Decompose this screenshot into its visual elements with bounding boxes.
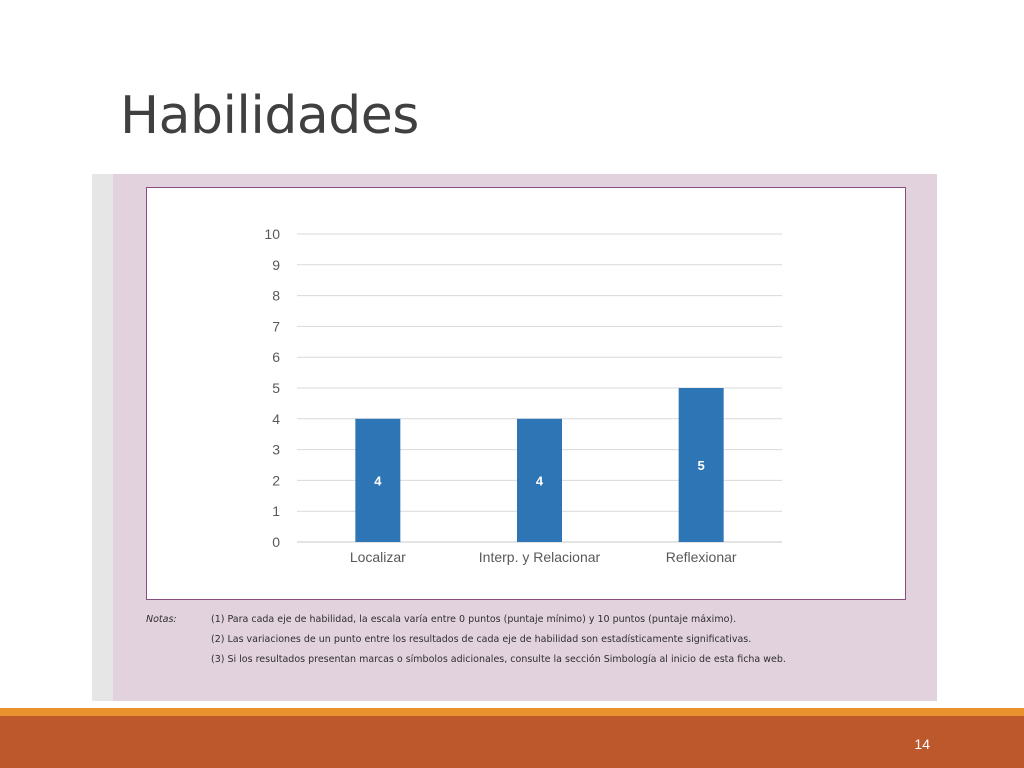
bar-2	[678, 388, 724, 542]
y-tick-label-8: 8	[272, 288, 280, 304]
y-tick-label-2: 2	[272, 472, 280, 488]
x-tick-label-1: Interp. y Relacionar	[479, 549, 601, 565]
data-label-0: 4	[374, 473, 382, 488]
slide-title: Habilidades	[120, 86, 419, 146]
x-tick-label-0: Localizar	[350, 549, 406, 565]
y-tick-label-4: 4	[272, 411, 280, 427]
bar-chart: 0 1 2 3 4 5 6 7 8 9 10 4 4 5 Localizar Interp. y Rela…	[264, 226, 782, 565]
note-line-1: (1) Para cada eje de habilidad, la escal…	[211, 614, 737, 625]
y-tick-label-1: 1	[272, 503, 280, 519]
page-number: 14	[914, 736, 930, 752]
chart-frame: 0 1 2 3 4 5 6 7 8 9 10 4 4 5 Localizar Interp. y Rela…	[146, 187, 906, 600]
chart-panel: 0 1 2 3 4 5 6 7 8 9 10 4 4 5 Localizar Interp. y Rela…	[113, 174, 937, 701]
bar-0	[355, 418, 401, 542]
data-label-2: 5	[698, 458, 705, 473]
y-axis-ticks: 0 1 2 3 4 5 6 7 8 9 10	[264, 226, 280, 550]
y-tick-label-10: 10	[264, 226, 280, 242]
y-tick-label-9: 9	[272, 257, 280, 273]
note-line-2: (2) Las variaciones de un punto entre lo…	[211, 634, 752, 645]
bar-1	[517, 418, 562, 542]
y-tick-label-5: 5	[272, 380, 280, 396]
y-tick-label-0: 0	[272, 534, 280, 550]
bars: 4 4 5	[355, 388, 724, 542]
panel-edge	[92, 174, 113, 701]
footer-stripe	[0, 708, 1024, 716]
notes-label: Notas:	[146, 614, 177, 625]
data-label-1: 4	[536, 473, 544, 488]
y-tick-label-3: 3	[272, 442, 280, 458]
y-tick-label-6: 6	[272, 349, 280, 365]
x-axis-ticks: Localizar Interp. y Relacionar Reflexionar	[350, 549, 737, 565]
x-tick-label-2: Reflexionar	[666, 549, 737, 565]
y-tick-label-7: 7	[272, 318, 280, 334]
note-line-3: (3) Si los resultados presentan marcas o…	[211, 654, 786, 665]
footer-bar: 14	[0, 716, 1024, 768]
